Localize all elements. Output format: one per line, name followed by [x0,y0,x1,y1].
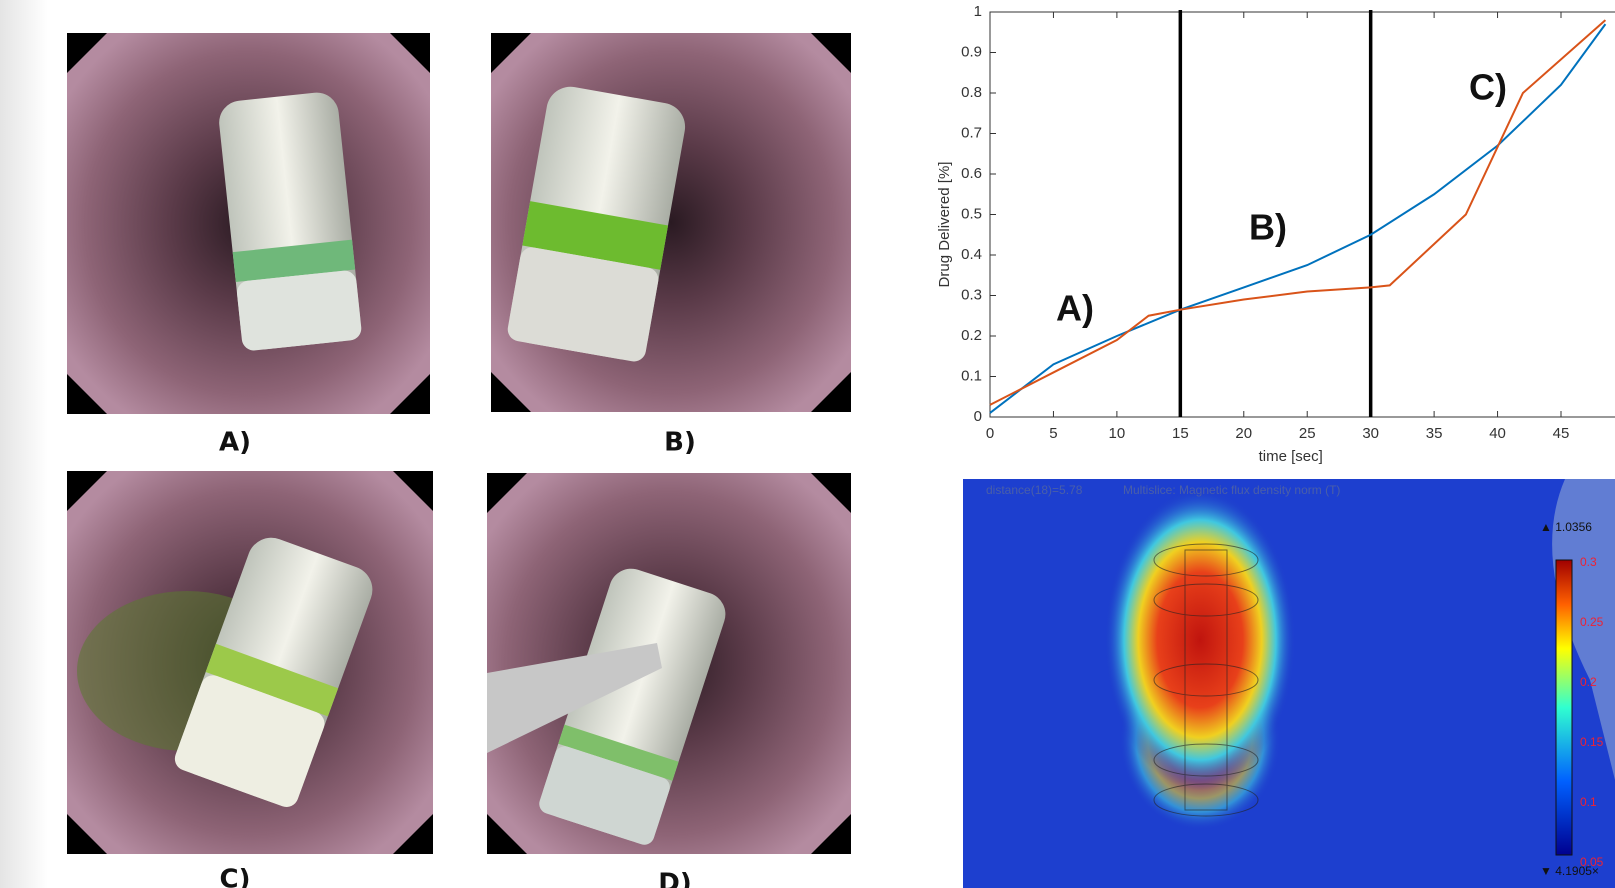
y-tick-label: 0.8 [961,84,982,101]
colorbar-label: 0.05 [1580,855,1604,869]
colorbar-label: 0.1 [1580,795,1597,809]
x-tick-label: 45 [1553,425,1570,442]
x-tick-label: 15 [1172,425,1189,442]
page: A) B) C) D) distance(18)=5.78 Multislice… [0,0,1615,888]
x-tick-label: 30 [1362,425,1379,442]
y-tick-label: 0.6 [961,165,982,182]
x-tick-label: 40 [1489,425,1506,442]
y-tick-label: 0.9 [961,43,982,60]
y-tick-label: 1 [974,3,982,20]
y-axis-label: Drug Delivered [%] [936,162,953,288]
sim-max: ▲ 1.0356 [1540,520,1592,534]
panel-label: D) [658,869,691,888]
panel-label: A) [219,428,251,458]
colorbar-label: 0.2 [1580,675,1597,689]
x-tick-label: 35 [1426,425,1443,442]
figure: A) B) C) D) distance(18)=5.78 Multislice… [0,0,1615,888]
x-tick-label: 20 [1235,425,1252,442]
series-line [990,20,1605,405]
y-tick-label: 0.5 [961,205,982,222]
y-tick-label: 0.7 [961,124,982,141]
colorbar-label: 0.3 [1580,555,1597,569]
series-line [990,24,1605,413]
y-tick-label: 0 [974,408,982,425]
x-tick-label: 0 [986,425,994,442]
photo-a [67,33,430,414]
y-tick-label: 0.1 [961,367,982,384]
simulation: distance(18)=5.78 Multislice: Magnetic f… [963,479,1615,888]
phase-annotation: C) [1469,67,1507,108]
y-tick-label: 0.4 [961,246,982,263]
colorbar-label: 0.15 [1580,735,1604,749]
x-tick-label: 5 [1049,425,1057,442]
x-tick-label: 10 [1109,425,1126,442]
photo-c [67,471,433,854]
sim-distance: distance(18)=5.78 [986,483,1083,497]
page-shade [0,0,48,888]
sim-title: Multislice: Magnetic flux density norm (… [1123,483,1340,497]
x-tick-label: 25 [1299,425,1316,442]
x-axis-label: time [sec] [1259,448,1323,465]
y-tick-label: 0.3 [961,286,982,303]
phase-annotation: A) [1056,288,1094,329]
photo-d [487,473,851,854]
colorbar-label: 0.25 [1580,615,1604,629]
photo-b [491,33,851,412]
panel-label: C) [220,865,251,888]
panel-label: B) [664,428,696,458]
y-tick-label: 0.2 [961,327,982,344]
phase-annotation: B) [1249,207,1287,248]
